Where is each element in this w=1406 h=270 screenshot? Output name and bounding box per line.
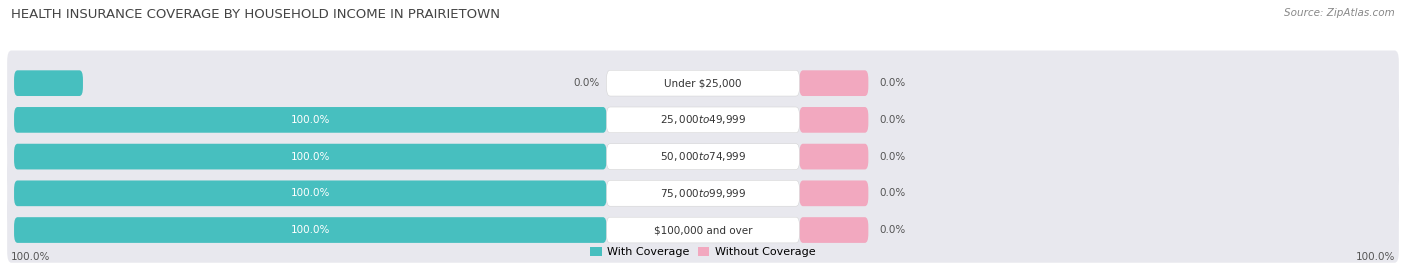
Text: Source: ZipAtlas.com: Source: ZipAtlas.com bbox=[1284, 8, 1395, 18]
Text: $25,000 to $49,999: $25,000 to $49,999 bbox=[659, 113, 747, 126]
Text: $100,000 and over: $100,000 and over bbox=[654, 225, 752, 235]
FancyBboxPatch shape bbox=[14, 180, 606, 206]
Text: 100.0%: 100.0% bbox=[11, 252, 51, 262]
Text: Under $25,000: Under $25,000 bbox=[664, 78, 742, 88]
Text: 0.0%: 0.0% bbox=[574, 78, 599, 88]
FancyBboxPatch shape bbox=[800, 107, 869, 133]
FancyBboxPatch shape bbox=[800, 180, 869, 206]
FancyBboxPatch shape bbox=[800, 70, 869, 96]
FancyBboxPatch shape bbox=[7, 50, 1399, 116]
Text: 0.0%: 0.0% bbox=[879, 225, 905, 235]
Text: 0.0%: 0.0% bbox=[879, 151, 905, 162]
FancyBboxPatch shape bbox=[14, 217, 606, 243]
FancyBboxPatch shape bbox=[14, 144, 606, 170]
FancyBboxPatch shape bbox=[606, 107, 800, 133]
FancyBboxPatch shape bbox=[7, 87, 1399, 153]
FancyBboxPatch shape bbox=[606, 70, 800, 96]
FancyBboxPatch shape bbox=[7, 161, 1399, 226]
Text: $75,000 to $99,999: $75,000 to $99,999 bbox=[659, 187, 747, 200]
FancyBboxPatch shape bbox=[14, 107, 606, 133]
FancyBboxPatch shape bbox=[7, 124, 1399, 189]
FancyBboxPatch shape bbox=[606, 180, 800, 206]
FancyBboxPatch shape bbox=[800, 144, 869, 170]
Text: 100.0%: 100.0% bbox=[1355, 252, 1395, 262]
FancyBboxPatch shape bbox=[7, 197, 1399, 263]
Text: 0.0%: 0.0% bbox=[879, 115, 905, 125]
FancyBboxPatch shape bbox=[800, 217, 869, 243]
FancyBboxPatch shape bbox=[606, 217, 800, 243]
Text: 100.0%: 100.0% bbox=[291, 115, 330, 125]
Text: 0.0%: 0.0% bbox=[879, 78, 905, 88]
Text: $50,000 to $74,999: $50,000 to $74,999 bbox=[659, 150, 747, 163]
Text: 100.0%: 100.0% bbox=[291, 225, 330, 235]
FancyBboxPatch shape bbox=[606, 144, 800, 170]
Text: 0.0%: 0.0% bbox=[879, 188, 905, 198]
Text: 100.0%: 100.0% bbox=[291, 151, 330, 162]
Legend: With Coverage, Without Coverage: With Coverage, Without Coverage bbox=[586, 242, 820, 262]
FancyBboxPatch shape bbox=[14, 70, 83, 96]
Text: HEALTH INSURANCE COVERAGE BY HOUSEHOLD INCOME IN PRAIRIETOWN: HEALTH INSURANCE COVERAGE BY HOUSEHOLD I… bbox=[11, 8, 501, 21]
Text: 100.0%: 100.0% bbox=[291, 188, 330, 198]
